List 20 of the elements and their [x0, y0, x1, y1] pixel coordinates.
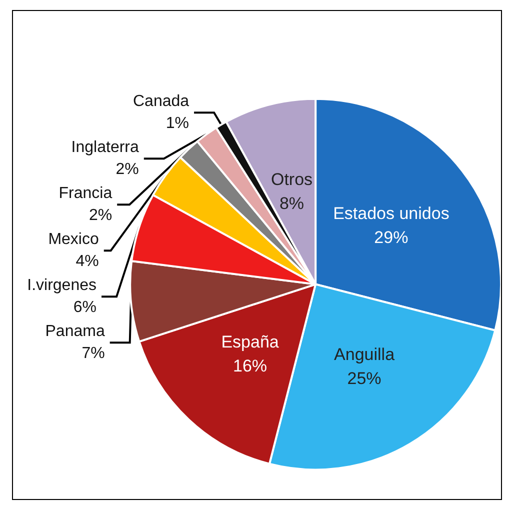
slice-label: Canada	[132, 93, 190, 110]
slice-label: Otros	[270, 170, 313, 190]
data-label: 1%	[166, 115, 190, 132]
slice-label: Estados unidos	[333, 204, 450, 224]
data-label: 4%	[76, 253, 99, 270]
data-label: 16%	[233, 356, 268, 376]
data-label: 29%	[374, 228, 408, 248]
data-label: 25%	[347, 369, 382, 388]
slice-label: Anguilla	[334, 345, 396, 364]
data-label: 7%	[82, 345, 105, 362]
data-label: 8%	[279, 194, 304, 214]
data-label: 2%	[88, 207, 112, 224]
slice-label: Panama	[45, 323, 105, 340]
slice-label: Inglaterra	[71, 139, 140, 156]
slice-label: España	[221, 332, 280, 352]
slice-label: Francia	[58, 185, 112, 202]
slice-label: I.virgenes	[27, 277, 96, 294]
slice-label: Mexico	[48, 231, 99, 248]
data-label: 2%	[116, 161, 139, 178]
data-label: 6%	[73, 299, 96, 316]
